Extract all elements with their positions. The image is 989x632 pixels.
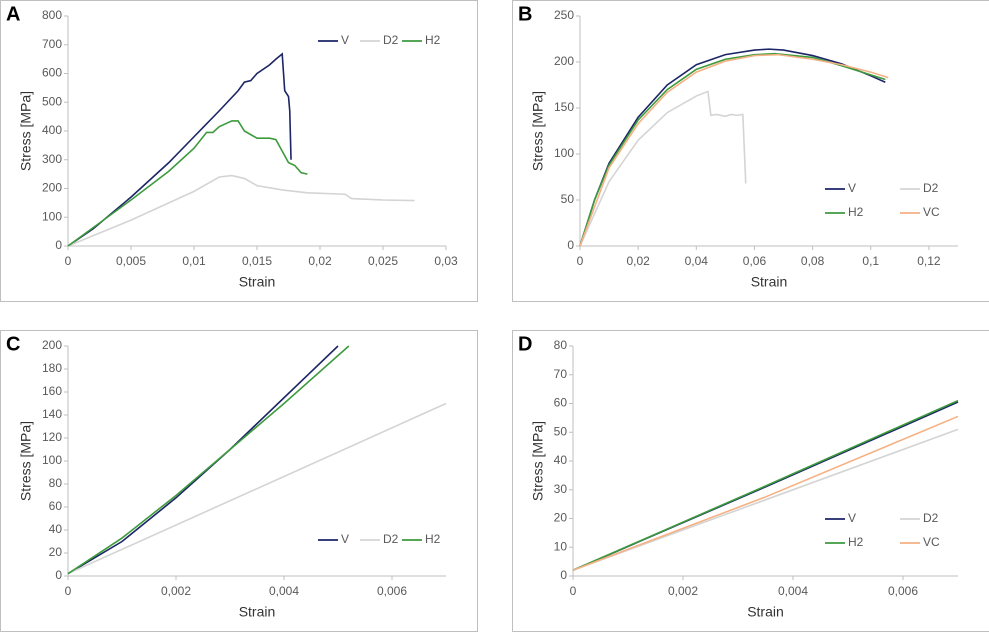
- x-tick-label: 0,006: [377, 584, 407, 598]
- x-tick-label: 0,12: [917, 254, 941, 268]
- y-tick-label: 250: [554, 8, 574, 22]
- y-tick-label: 200: [42, 181, 62, 195]
- x-tick-label: 0: [577, 254, 584, 268]
- y-tick-label: 80: [554, 338, 568, 352]
- y-tick-label: 800: [42, 8, 62, 22]
- legend-text: D2: [383, 532, 399, 546]
- y-tick-label: 500: [42, 94, 62, 108]
- x-tick-label: 0,005: [116, 254, 146, 268]
- legend-text: H2: [425, 532, 441, 546]
- y-axis-title: Stress [MPa]: [530, 421, 546, 501]
- x-tick-label: 0,004: [269, 584, 299, 598]
- y-tick-label: 40: [554, 453, 568, 467]
- y-tick-label: 0: [567, 238, 574, 252]
- x-tick-label: 0,006: [888, 584, 918, 598]
- data-line: [67, 120, 308, 247]
- y-tick-label: 0: [560, 568, 567, 582]
- x-axis-title: Strain: [747, 604, 784, 620]
- x-tick-label: 0,01: [182, 254, 206, 268]
- y-tick-label: 40: [49, 522, 63, 536]
- y-tick-label: 20: [554, 511, 568, 525]
- legend-text: V: [848, 181, 856, 195]
- x-tick-label: 0,03: [434, 254, 458, 268]
- y-axis-title: Stress [MPa]: [18, 421, 34, 501]
- panel-label: A: [6, 3, 20, 25]
- y-tick-label: 30: [554, 482, 568, 496]
- x-tick-label: 0,004: [778, 584, 808, 598]
- legend-text: VC: [923, 205, 940, 219]
- y-tick-label: 100: [554, 146, 574, 160]
- data-line: [67, 402, 447, 575]
- data-line: [572, 428, 959, 572]
- y-tick-label: 600: [42, 66, 62, 80]
- data-line: [579, 48, 886, 247]
- y-axis-title: Stress [MPa]: [18, 91, 34, 171]
- x-tick-label: 0,025: [368, 254, 398, 268]
- y-tick-label: 700: [42, 37, 62, 51]
- x-tick-label: 0: [570, 584, 577, 598]
- data-line: [67, 52, 292, 247]
- y-tick-label: 400: [42, 123, 62, 137]
- x-tick-label: 0,015: [242, 254, 272, 268]
- legend-text: V: [341, 33, 349, 47]
- panel-label: B: [518, 3, 532, 25]
- y-axis-title: Stress [MPa]: [530, 91, 546, 171]
- legend-text: D2: [383, 33, 399, 47]
- y-tick-label: 60: [554, 396, 568, 410]
- legend-text: D2: [923, 511, 939, 525]
- data-line: [579, 53, 889, 247]
- y-tick-label: 150: [554, 100, 574, 114]
- legend-text: H2: [848, 535, 864, 549]
- y-tick-label: 50: [561, 192, 575, 206]
- x-axis-title: Strain: [239, 604, 276, 620]
- y-tick-label: 60: [49, 499, 63, 513]
- x-tick-label: 0,002: [668, 584, 698, 598]
- y-tick-label: 50: [554, 424, 568, 438]
- x-tick-label: 0: [65, 584, 72, 598]
- y-tick-label: 140: [42, 407, 62, 421]
- x-tick-label: 0,002: [161, 584, 191, 598]
- y-tick-label: 200: [42, 338, 62, 352]
- legend-text: D2: [923, 181, 939, 195]
- x-tick-label: 0: [65, 254, 72, 268]
- x-tick-label: 0,04: [685, 254, 709, 268]
- y-tick-label: 10: [554, 539, 568, 553]
- legend-text: H2: [425, 33, 441, 47]
- data-line: [572, 415, 959, 571]
- panel-frame: [512, 0, 989, 302]
- y-tick-label: 100: [42, 453, 62, 467]
- x-tick-label: 0,08: [801, 254, 825, 268]
- data-line: [579, 90, 747, 247]
- x-tick-label: 0,02: [626, 254, 650, 268]
- x-tick-label: 0,02: [308, 254, 332, 268]
- y-tick-label: 120: [42, 430, 62, 444]
- panel-frame: [0, 0, 478, 302]
- data-line: [67, 345, 339, 575]
- x-axis-title: Strain: [239, 274, 276, 290]
- x-axis-title: Strain: [751, 274, 788, 290]
- y-tick-label: 0: [55, 238, 62, 252]
- y-tick-label: 200: [554, 54, 574, 68]
- y-tick-label: 80: [49, 476, 63, 490]
- legend-text: H2: [848, 205, 864, 219]
- data-line: [67, 174, 415, 247]
- x-tick-label: 0,06: [743, 254, 767, 268]
- y-tick-label: 0: [55, 568, 62, 582]
- y-tick-label: 70: [554, 367, 568, 381]
- legend-text: V: [848, 511, 856, 525]
- panel-label: D: [518, 333, 532, 355]
- x-tick-label: 0,1: [862, 254, 879, 268]
- y-tick-label: 160: [42, 384, 62, 398]
- legend-text: VC: [923, 535, 940, 549]
- y-tick-label: 300: [42, 152, 62, 166]
- y-tick-label: 180: [42, 361, 62, 375]
- y-tick-label: 20: [49, 545, 63, 559]
- legend-text: V: [341, 532, 349, 546]
- y-tick-label: 100: [42, 209, 62, 223]
- data-line: [579, 52, 886, 247]
- data-line: [572, 399, 959, 571]
- data-line: [67, 345, 350, 575]
- panel-label: C: [6, 333, 20, 355]
